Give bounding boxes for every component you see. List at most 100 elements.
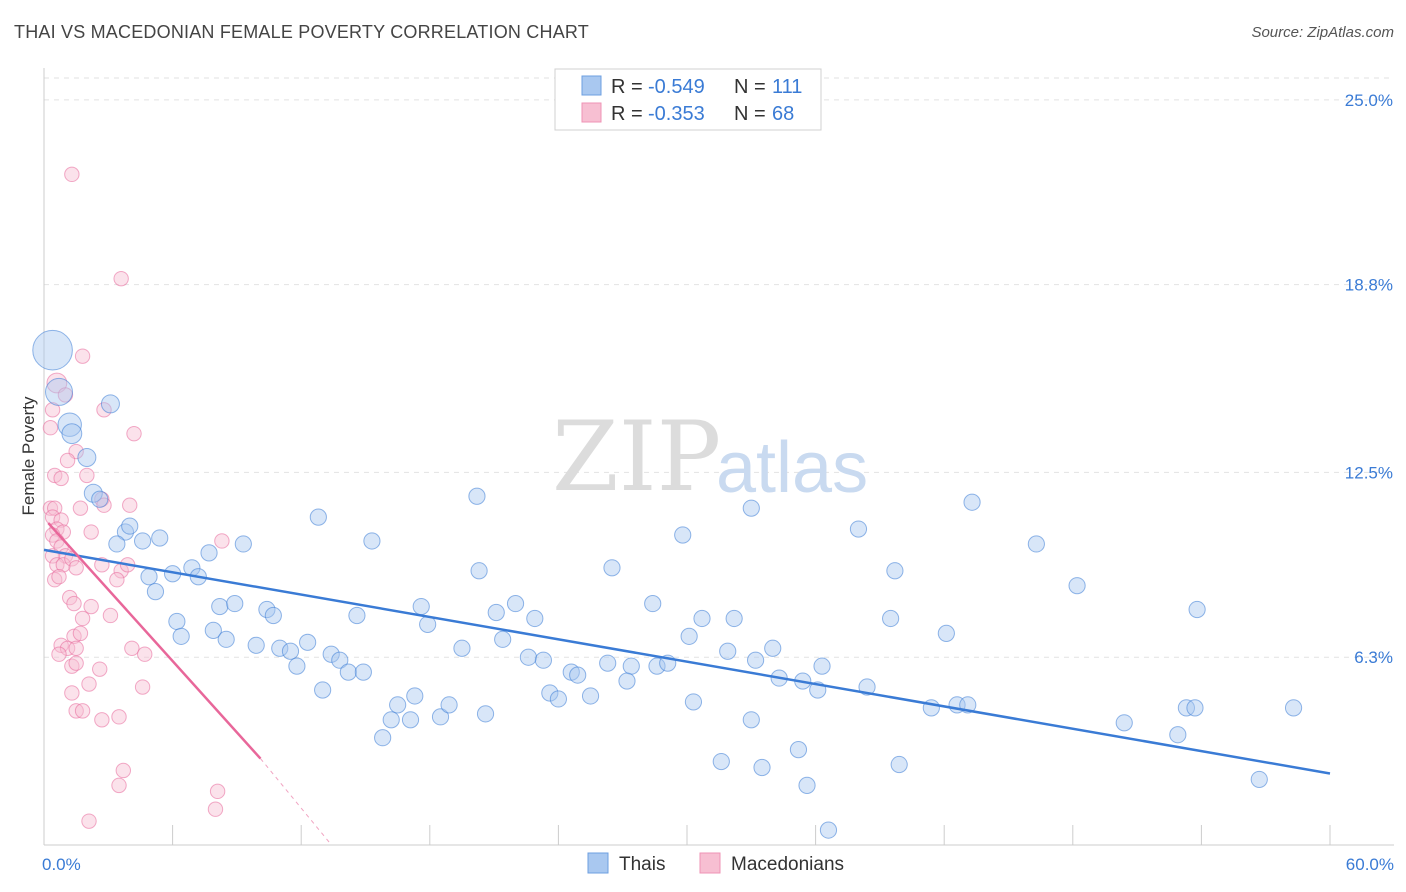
- thais-point-77: [719, 642, 737, 660]
- thais-point-54: [487, 603, 505, 622]
- thais-point-75: [693, 609, 711, 628]
- macedonians-point-35: [51, 569, 67, 585]
- macedonians-point-58: [134, 679, 151, 695]
- thais-point-32: [299, 633, 317, 651]
- thais-point-101: [1027, 535, 1045, 553]
- thais-point-81: [742, 711, 760, 729]
- legend-n-label-thais: N =: [734, 76, 766, 98]
- thais-point-22: [168, 612, 186, 631]
- macedonians-point-1: [113, 270, 129, 287]
- legend-swatch-thais: [581, 75, 602, 96]
- thais-point-80: [746, 651, 765, 669]
- chart-title: THAI VS MACEDONIAN FEMALE POVERTY CORREL…: [14, 22, 589, 42]
- macedonians-point-56: [92, 661, 108, 677]
- macedonians-trendline: [47, 522, 262, 760]
- macedonians-point-43: [83, 598, 99, 615]
- thais-point-6: [83, 483, 103, 503]
- thais-point-35: [331, 651, 349, 669]
- legend-n-value-macedonians: 68: [772, 103, 794, 125]
- watermark-zip: ZIP: [552, 401, 721, 513]
- macedonians-point-59: [64, 685, 80, 701]
- macedonians-point-40: [214, 533, 230, 549]
- legend-n-label-macedonians: N =: [734, 103, 766, 125]
- tick-labels: 25.0% 18.8% 12.5% 6.3% 0.0% 60.0%: [42, 91, 1394, 874]
- bottom-legend-swatch-macedonians: [699, 852, 721, 874]
- macedonians-point-3: [46, 372, 68, 394]
- thais-point-25: [217, 630, 235, 648]
- thais-point-43: [389, 696, 407, 714]
- macedonians-point-21: [122, 497, 138, 513]
- thais-point-38: [348, 606, 366, 625]
- thais-point-103: [1115, 714, 1133, 732]
- thais-point-31: [288, 657, 306, 675]
- thais-point-50: [453, 639, 471, 657]
- x-tick-label-1: 60.0%: [1346, 855, 1394, 874]
- thais-point-67: [622, 657, 640, 675]
- thais-point-97: [937, 624, 955, 642]
- thais-point-46: [412, 597, 430, 616]
- thais-point-72: [674, 526, 692, 544]
- macedonians-point-55: [68, 655, 84, 671]
- legend-r-label-macedonians: R =: [611, 103, 643, 125]
- macedonians-point-10: [59, 452, 76, 469]
- thais-trendline: [43, 548, 1331, 775]
- thais-point-9: [121, 517, 139, 535]
- thais-point-87: [798, 776, 816, 794]
- thais-point-68: [618, 672, 636, 690]
- macedonians-point-34: [47, 572, 63, 588]
- y-tick-label-2: 12.5%: [1345, 463, 1393, 482]
- axes: [43, 68, 1394, 846]
- watermark-atlas: atlas: [716, 428, 868, 508]
- macedonians-point-16: [44, 509, 61, 525]
- macedonians-point-17: [53, 512, 69, 528]
- thais-point-89: [813, 657, 831, 675]
- thais-point-30: [281, 642, 300, 660]
- thais-point-12: [151, 529, 169, 547]
- macedonians-point-68: [81, 813, 97, 829]
- thais-point-74: [684, 693, 703, 711]
- legend-n-value-thais: 111: [772, 76, 802, 98]
- thais-point-108: [1250, 770, 1268, 789]
- thais-point-36: [339, 663, 357, 681]
- thais-point-29: [271, 639, 289, 657]
- thais-point-5: [77, 448, 97, 468]
- thais-point-18: [234, 535, 252, 553]
- thais-point-52: [470, 562, 488, 580]
- source-label: Source: ZipAtlas.com: [1251, 24, 1394, 41]
- thais-point-40: [363, 532, 381, 550]
- thais-point-28: [247, 636, 265, 654]
- macedonians-point-51: [124, 640, 140, 656]
- trendlines: [43, 522, 1331, 843]
- watermark: ZIP atlas: [552, 401, 868, 513]
- macedonians-point-45: [102, 607, 119, 624]
- macedonians-point-53: [51, 646, 67, 662]
- macedonians-point-42: [66, 595, 82, 612]
- macedonians-point-30: [49, 557, 65, 573]
- macedonians-point-52: [137, 646, 153, 662]
- bottom-legend: Thais Macedonians: [587, 852, 844, 875]
- thais-point-1: [45, 377, 74, 406]
- thais-points: [32, 329, 1303, 839]
- thais-point-34: [322, 645, 340, 663]
- thais-point-7: [91, 490, 109, 508]
- thais-point-33: [314, 681, 332, 699]
- thais-point-11: [133, 532, 152, 550]
- bottom-legend-swatch-thais: [587, 852, 609, 874]
- legend-swatch-macedonians: [581, 102, 602, 123]
- thais-point-58: [526, 609, 544, 628]
- thais-point-102: [1068, 577, 1086, 595]
- macedonians-point-54: [64, 658, 80, 674]
- macedonians-point-18: [72, 500, 89, 516]
- thais-point-42: [382, 711, 400, 729]
- macedonians-point-26: [83, 524, 99, 540]
- macedonians-point-50: [68, 640, 84, 656]
- thais-point-48: [431, 708, 450, 726]
- thais-point-66: [603, 559, 621, 577]
- macedonians-point-13: [79, 467, 95, 484]
- thais-point-24: [204, 621, 222, 639]
- thais-point-3: [61, 423, 83, 445]
- thais-point-70: [648, 657, 666, 675]
- macedonians-point-33: [68, 560, 84, 576]
- bottom-legend-label-thais: Thais: [619, 854, 665, 875]
- macedonians-point-65: [111, 777, 127, 794]
